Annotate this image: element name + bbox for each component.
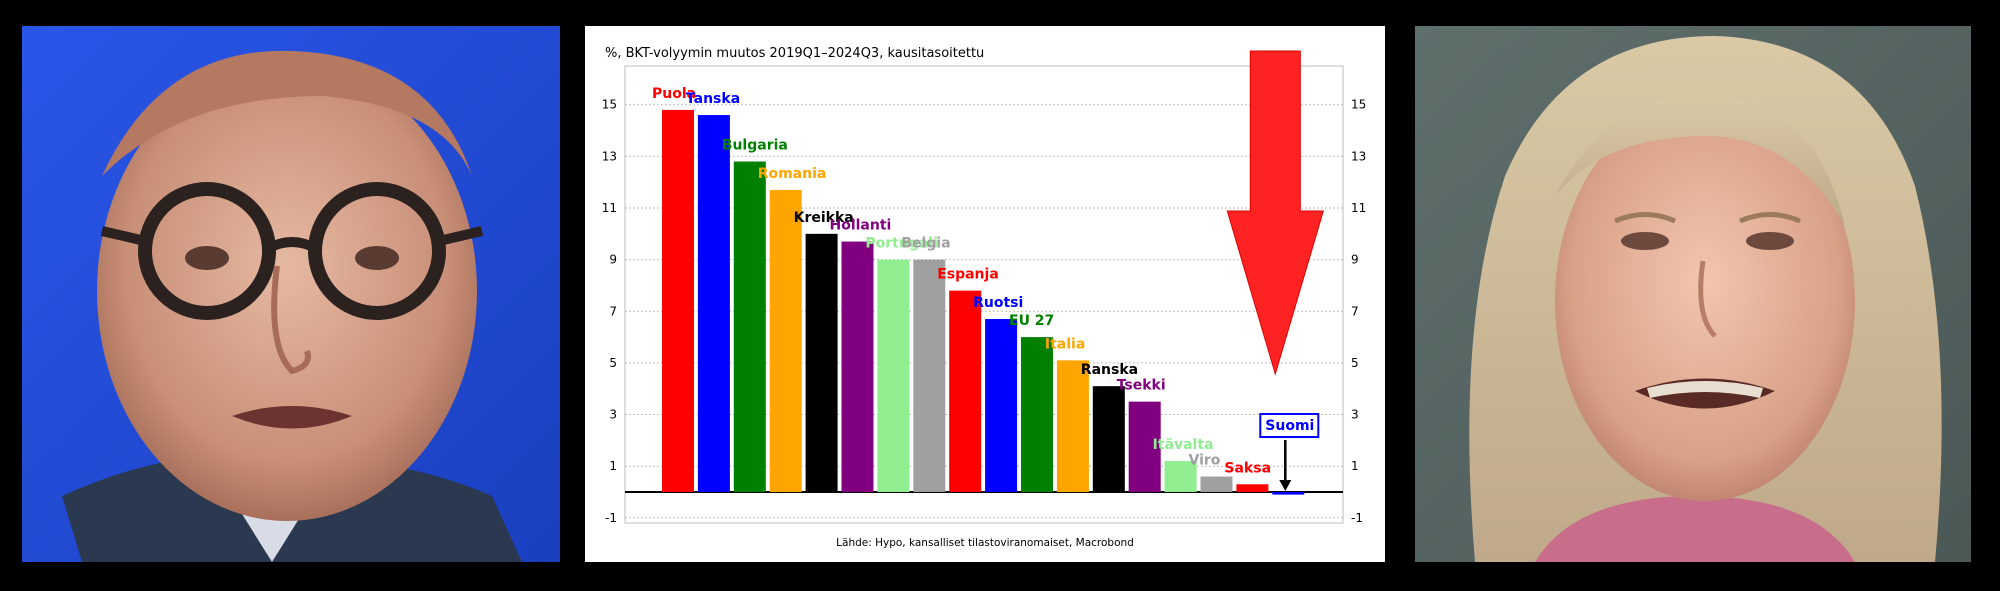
bar-belgia xyxy=(913,259,946,493)
bar-romania xyxy=(769,189,802,493)
y-tick-label-left: 13 xyxy=(602,149,617,163)
bar-hollanti xyxy=(841,241,874,493)
bar-viro xyxy=(1200,476,1233,493)
bars xyxy=(662,109,1305,495)
bar-itävalta xyxy=(1164,461,1197,493)
photo-right-portrait xyxy=(1415,26,1971,562)
bar-tanska xyxy=(697,115,730,493)
small-arrow-head xyxy=(1279,480,1292,492)
bar-tsekki xyxy=(1128,401,1161,493)
y-tick-label-right: 15 xyxy=(1351,98,1366,112)
bar-label: Bulgaria xyxy=(722,138,788,154)
bar-label: Viro xyxy=(1189,453,1221,469)
bar-italia xyxy=(1056,360,1089,493)
y-tick-label-right: 3 xyxy=(1351,408,1359,422)
y-tick-label-left: -1 xyxy=(605,511,617,525)
bar-label: EU 27 xyxy=(1009,313,1054,329)
y-tick-label-left: 3 xyxy=(609,408,617,422)
chart-panel: %, BKT-volyymin muutos 2019Q1–2024Q3, ka… xyxy=(585,26,1385,562)
plot-border xyxy=(624,65,1344,524)
bar-puola xyxy=(662,109,694,493)
y-tick-label-right: 13 xyxy=(1351,149,1366,163)
y-tick-label-left: 1 xyxy=(609,459,617,473)
bar-label: Hollanti xyxy=(830,218,892,234)
bar-label: Romania xyxy=(758,166,827,182)
bar-label: Suomi xyxy=(1265,418,1314,434)
bar-portugali xyxy=(877,259,910,493)
bar-label: Espanja xyxy=(937,267,999,283)
bar-label: Italia xyxy=(1045,336,1085,352)
y-tick-label-left: 5 xyxy=(609,356,617,370)
bar-label: Ranska xyxy=(1081,362,1138,378)
y-tick-label-right: -1 xyxy=(1351,511,1363,525)
suomi-highlight-box xyxy=(1259,413,1320,439)
bar-suomi xyxy=(1272,492,1305,495)
bar-label: Saksa xyxy=(1224,460,1271,476)
bar-espanja xyxy=(949,290,982,493)
chart-source: Lähde: Hypo, kansalliset tilastoviranoma… xyxy=(836,537,1134,549)
photo-left-portrait xyxy=(22,26,560,562)
bar-label: Puola xyxy=(652,86,696,102)
bar-label: Tsekki xyxy=(1117,378,1166,394)
big-red-down-arrow xyxy=(1226,50,1324,376)
bar-ruotsi xyxy=(985,319,1018,493)
bar-label: Portugali xyxy=(865,236,938,252)
y-tick-label-left: 11 xyxy=(602,201,617,215)
plot-frame xyxy=(624,65,1344,524)
bar-label: Itävalta xyxy=(1153,437,1214,453)
y-tick-label-left: 7 xyxy=(609,304,617,318)
grid-lines xyxy=(625,104,1343,519)
bar-ranska xyxy=(1092,386,1125,493)
y-tick-label-right: 5 xyxy=(1351,356,1359,370)
bar-label: Kreikka xyxy=(794,210,854,226)
y-tick-label-left: 15 xyxy=(602,98,617,112)
chart-title: %, BKT-volyymin muutos 2019Q1–2024Q3, ka… xyxy=(605,46,984,61)
y-tick-label-left: 9 xyxy=(609,253,617,267)
bar-saksa xyxy=(1236,484,1269,493)
y-tick-label-right: 11 xyxy=(1351,201,1366,215)
bar-label: Tanska xyxy=(686,91,740,107)
y-tick-label-right: 7 xyxy=(1351,304,1359,318)
bar-bulgaria xyxy=(733,161,766,493)
y-tick-label-right: 1 xyxy=(1351,459,1359,473)
bar-chart: %, BKT-volyymin muutos 2019Q1–2024Q3, ka… xyxy=(602,46,1367,549)
bar-label: Belgia xyxy=(901,236,950,252)
y-tick-label-right: 9 xyxy=(1351,253,1359,267)
bar-label: Ruotsi xyxy=(973,295,1023,311)
bar-kreikka xyxy=(805,233,838,493)
bar-eu-27 xyxy=(1021,337,1053,493)
annotations xyxy=(1226,50,1324,492)
